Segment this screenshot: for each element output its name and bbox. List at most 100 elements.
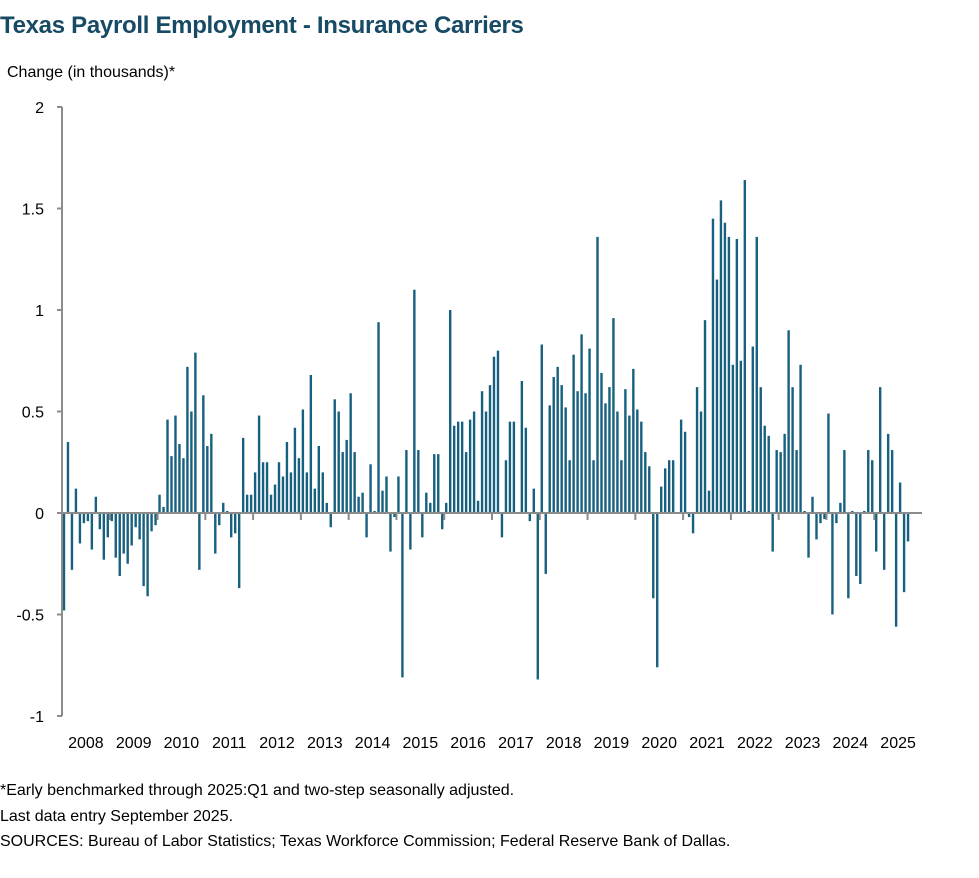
bar (715, 279, 719, 513)
bar (78, 513, 82, 544)
bar (86, 513, 90, 522)
x-tick-label: 2020 (641, 735, 677, 752)
bar (882, 513, 886, 570)
bar (480, 391, 484, 513)
bar (775, 450, 778, 513)
bar (508, 421, 512, 513)
bar (656, 513, 659, 668)
bar (218, 513, 221, 526)
bar (317, 446, 321, 513)
bar (361, 492, 364, 513)
bar (126, 513, 129, 564)
bar (727, 236, 731, 514)
bar (138, 513, 141, 540)
bar (82, 513, 86, 524)
bar (572, 354, 575, 513)
bar (333, 399, 336, 513)
bar (835, 513, 838, 524)
bar (878, 387, 882, 513)
bar (759, 387, 762, 513)
bar (174, 415, 177, 513)
bar (166, 419, 169, 513)
bar (277, 462, 281, 513)
bar (337, 411, 340, 513)
bar (556, 366, 559, 513)
bar (488, 385, 492, 513)
bar (799, 364, 802, 513)
bar (472, 411, 476, 513)
bar (74, 488, 78, 513)
bar (476, 500, 480, 513)
bar (807, 513, 810, 558)
bar (170, 456, 173, 513)
bar (241, 437, 245, 513)
bar (405, 450, 408, 513)
bar (719, 200, 723, 513)
bar (142, 513, 145, 587)
bar (70, 513, 74, 570)
bar (114, 513, 117, 558)
bar (540, 344, 543, 513)
bar (735, 238, 739, 513)
y-tick-label: -1 (30, 709, 44, 726)
x-tick-label: 2018 (546, 735, 582, 752)
bar (357, 496, 360, 513)
bar (273, 484, 277, 513)
bar (695, 387, 699, 513)
bar (871, 460, 874, 513)
bar (588, 348, 591, 513)
bar (886, 433, 890, 513)
bar (584, 393, 587, 513)
x-tick-label: 2012 (259, 735, 295, 752)
footnote-note: *Early benchmarked through 2025:Q1 and t… (0, 782, 515, 799)
bar (329, 513, 332, 528)
bar (377, 322, 380, 513)
bar (110, 513, 113, 522)
bar (421, 513, 424, 538)
bar (548, 405, 551, 513)
bar (341, 452, 344, 513)
bar (178, 443, 181, 513)
x-tick-label: 2014 (355, 735, 391, 752)
bar (154, 513, 157, 526)
bar (289, 472, 293, 513)
bar (245, 494, 249, 513)
bar (293, 427, 297, 513)
bar (699, 411, 703, 513)
bar (520, 381, 524, 513)
bar (500, 513, 504, 538)
bar (847, 513, 850, 599)
bar (233, 513, 237, 534)
bar (867, 450, 870, 513)
bar (269, 494, 273, 513)
bar (823, 513, 826, 520)
bar (803, 510, 806, 513)
bar (441, 513, 444, 530)
bar (62, 513, 66, 611)
bar (855, 513, 858, 576)
bar (512, 421, 516, 513)
bar (202, 395, 205, 513)
bar (711, 218, 715, 513)
bar (464, 452, 468, 513)
y-tick-label: 1.5 (22, 202, 44, 219)
x-tick-label: 2015 (403, 735, 439, 752)
bar (819, 513, 822, 524)
bar (417, 450, 420, 513)
bar (560, 385, 563, 513)
bar (875, 513, 878, 552)
bar (468, 419, 472, 513)
bar (98, 513, 102, 530)
bar (743, 180, 747, 513)
bar (460, 421, 464, 513)
bar (198, 513, 201, 570)
bar (194, 352, 197, 513)
bar (237, 513, 241, 589)
bar (448, 310, 452, 513)
bar (596, 236, 599, 514)
bar (94, 496, 98, 513)
bar (620, 460, 623, 513)
bar (437, 454, 440, 513)
bar (118, 513, 121, 576)
bar (381, 490, 384, 513)
